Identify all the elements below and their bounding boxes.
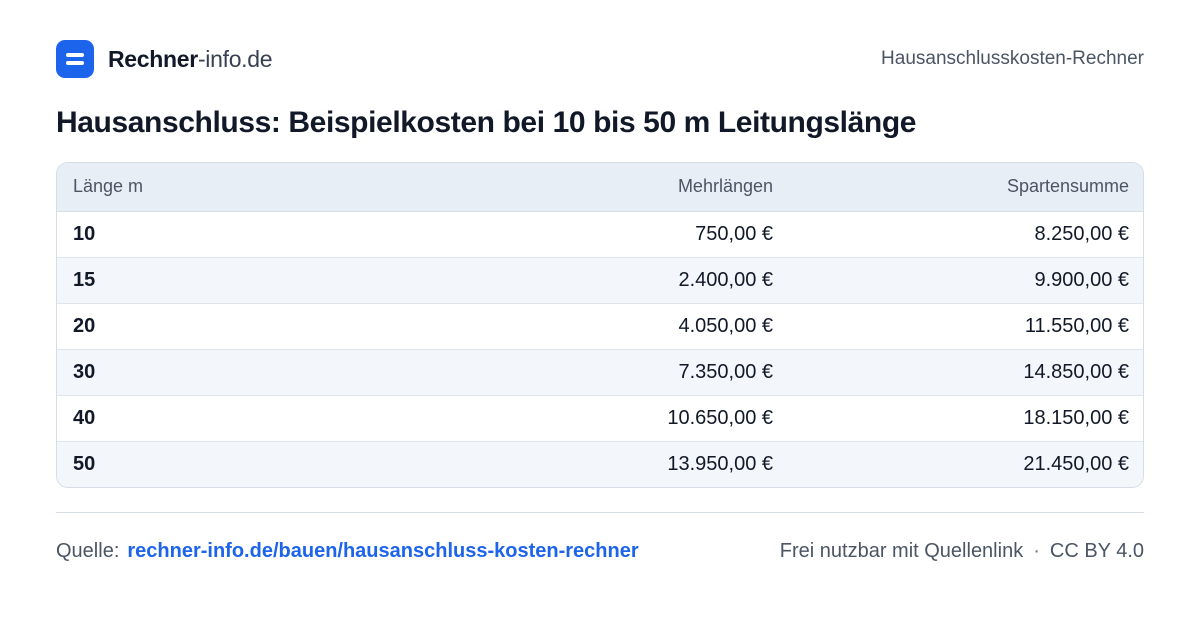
cell-length: 50 bbox=[73, 452, 96, 475]
source-label: Quelle: bbox=[56, 539, 120, 562]
cell-extra-length: 750,00 € bbox=[447, 211, 789, 258]
source-link[interactable]: rechner-info.de/bauen/hausanschluss-kost… bbox=[127, 539, 639, 562]
cell-length: 10 bbox=[57, 211, 447, 258]
usage-note: Frei nutzbar mit Quellenlink bbox=[779, 539, 1024, 562]
brand-name-strong: Rechner bbox=[108, 45, 198, 72]
column-header-total: Spartensumme bbox=[789, 163, 1143, 212]
cost-table: Länge m Mehrlängen Spartensumme 10 750,0… bbox=[57, 163, 1143, 487]
footer: Quelle: rechner-info.de/bauen/hausanschlu… bbox=[56, 538, 1144, 564]
separator: · bbox=[1033, 539, 1040, 562]
brand[interactable]: Rechner-info.de bbox=[56, 40, 273, 78]
page-name: Hausanschlusskosten-Rechner bbox=[881, 48, 1144, 69]
source: Quelle: rechner-info.de/bauen/hausanschlu… bbox=[56, 540, 639, 563]
cell-total: 18.150,00 € bbox=[789, 395, 1143, 442]
page-title: Hausanschluss: Beispielkosten bei 10 bis… bbox=[56, 106, 917, 139]
cell-total: 21.450,00 € bbox=[1023, 452, 1129, 475]
table-row: 50 13.950,00 € 21.450,00 € bbox=[57, 441, 1143, 487]
column-header-extra-length: Mehrlängen bbox=[447, 163, 789, 212]
cell-extra-length: 4.050,00 € bbox=[447, 303, 789, 350]
cell-extra-length: 13.950,00 € bbox=[667, 452, 773, 475]
cell-total: 11.550,00 € bbox=[789, 303, 1143, 350]
cell-extra-length: 2.400,00 € bbox=[447, 257, 789, 304]
cell-total: 9.900,00 € bbox=[789, 257, 1143, 304]
cell-total: 8.250,00 € bbox=[789, 211, 1143, 258]
table-row: 20 4.050,00 € 11.550,00 € bbox=[57, 303, 1143, 350]
logo-icon bbox=[56, 40, 94, 78]
cell-length: 40 bbox=[57, 395, 447, 442]
license-info: Frei nutzbar mit Quellenlink · CC BY 4.0 bbox=[780, 540, 1144, 563]
cell-total: 14.850,00 € bbox=[789, 349, 1143, 396]
cost-table-container: Länge m Mehrlängen Spartensumme 10 750,0… bbox=[56, 162, 1144, 488]
cell-extra-length: 10.650,00 € bbox=[447, 395, 789, 442]
table-header-row: Länge m Mehrlängen Spartensumme bbox=[57, 163, 1143, 212]
cell-length: 15 bbox=[57, 257, 447, 304]
brand-name: Rechner-info.de bbox=[108, 45, 273, 73]
column-header-length: Länge m bbox=[57, 163, 447, 212]
cell-extra-length: 7.350,00 € bbox=[447, 349, 789, 396]
table-row: 30 7.350,00 € 14.850,00 € bbox=[57, 349, 1143, 396]
brand-name-light: -info.de bbox=[197, 45, 273, 72]
cell-length: 20 bbox=[57, 303, 447, 350]
table-row: 10 750,00 € 8.250,00 € bbox=[57, 211, 1143, 258]
footer-divider bbox=[56, 512, 1144, 513]
license-label: CC BY 4.0 bbox=[1049, 539, 1144, 562]
site-header: Rechner-info.de Hausanschlusskosten-Rech… bbox=[56, 40, 1144, 78]
table-row: 15 2.400,00 € 9.900,00 € bbox=[57, 257, 1143, 304]
cell-length: 30 bbox=[57, 349, 447, 396]
table-row: 40 10.650,00 € 18.150,00 € bbox=[57, 395, 1143, 442]
